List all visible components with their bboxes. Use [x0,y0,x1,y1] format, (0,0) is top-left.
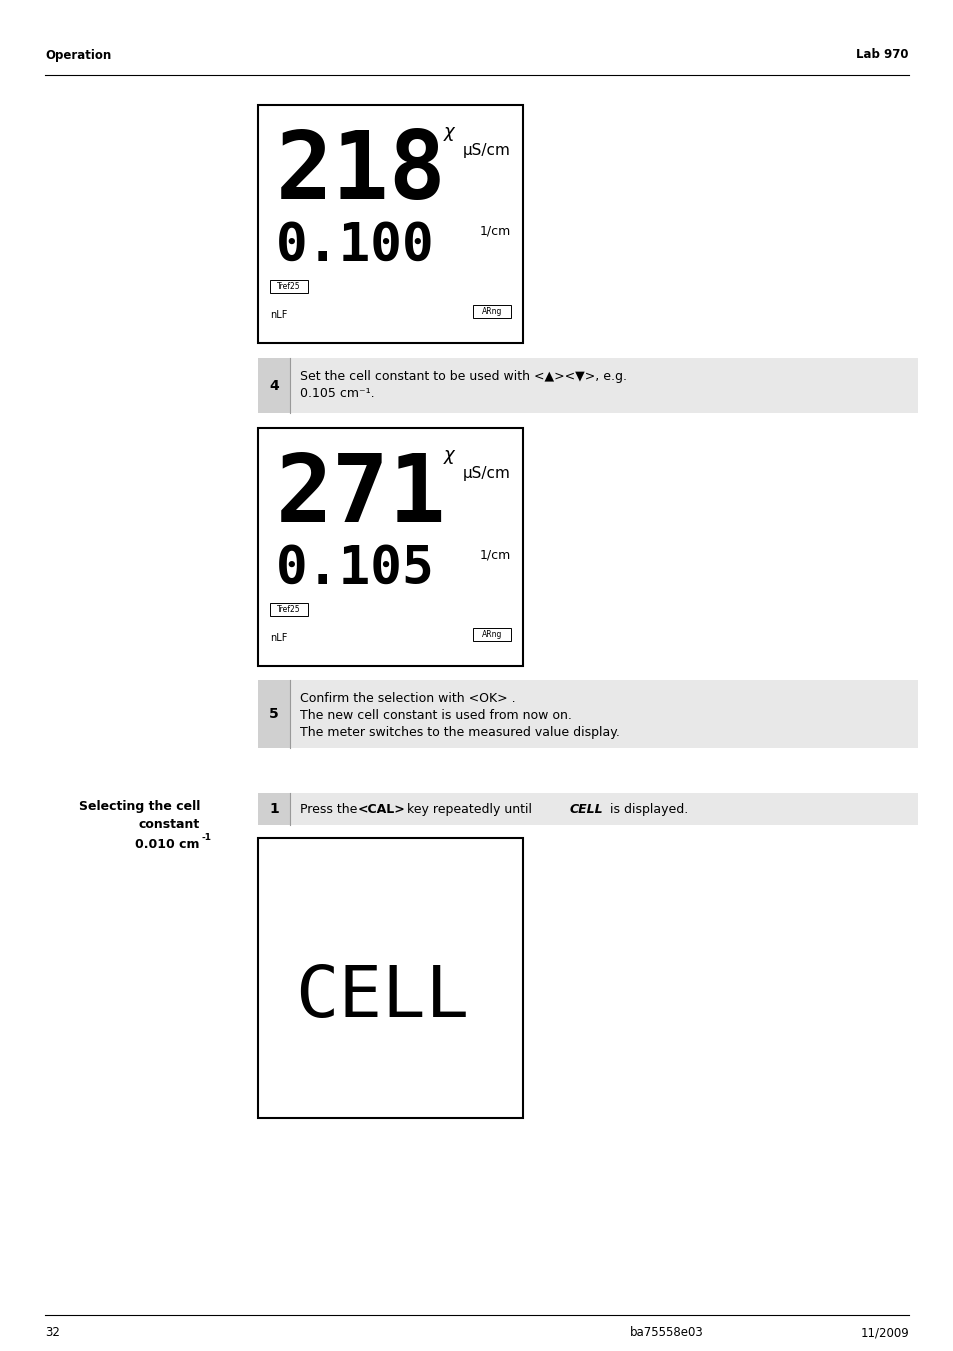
Text: 5: 5 [269,707,278,721]
Bar [257,793,290,825]
Text: Lab 970: Lab 970 [856,49,908,62]
Bar [473,305,511,317]
Text: 0.105 cm⁻¹.: 0.105 cm⁻¹. [299,386,375,400]
Text: 218: 218 [275,127,446,219]
Text: is displayed.: is displayed. [605,802,687,816]
Text: The meter switches to the measured value display.: The meter switches to the measured value… [299,725,619,739]
Text: 0.100: 0.100 [275,220,435,272]
Text: 4: 4 [269,378,278,393]
Bar [257,793,917,825]
Text: CELL: CELL [569,802,603,816]
Text: χ: χ [443,446,454,463]
Text: nLF: nLF [270,309,287,320]
Text: 1: 1 [269,802,278,816]
Text: nLF: nLF [270,634,287,643]
Text: <CAL>: <CAL> [357,802,405,816]
Text: 11/2009: 11/2009 [860,1327,908,1339]
Text: μS/cm: μS/cm [462,143,511,158]
Text: 0.010 cm: 0.010 cm [135,838,200,851]
Bar [270,280,308,293]
Text: Press the: Press the [299,802,361,816]
Text: Set the cell constant to be used with <▲><▼>, e.g.: Set the cell constant to be used with <▲… [299,370,626,382]
Text: Tref25: Tref25 [277,605,300,613]
Text: ARng: ARng [481,307,501,316]
Text: μS/cm: μS/cm [462,466,511,481]
Bar [257,428,522,666]
Bar [257,838,522,1119]
Text: -1: -1 [202,834,212,842]
Text: 1/cm: 1/cm [479,549,511,561]
Text: Selecting the cell: Selecting the cell [78,800,200,813]
Bar [473,628,511,640]
Bar [257,358,917,413]
Text: 1/cm: 1/cm [479,226,511,238]
Bar [270,603,308,616]
Text: constant: constant [138,817,200,831]
Bar [257,358,290,413]
Bar [257,105,522,343]
Text: ba75558e03: ba75558e03 [629,1327,703,1339]
Text: The new cell constant is used from now on.: The new cell constant is used from now o… [299,709,571,721]
Bar [257,680,917,748]
Text: key repeatedly until: key repeatedly until [402,802,536,816]
Text: 32: 32 [45,1327,60,1339]
Text: Tref25: Tref25 [277,282,300,290]
Text: Confirm the selection with <OK> .: Confirm the selection with <OK> . [299,692,515,705]
Text: χ: χ [443,123,454,141]
Text: Operation: Operation [45,49,112,62]
Text: 0.105: 0.105 [275,543,435,594]
Bar [257,680,290,748]
Text: ARng: ARng [481,630,501,639]
Text: 271: 271 [275,450,446,542]
Text: CELL: CELL [295,963,469,1032]
